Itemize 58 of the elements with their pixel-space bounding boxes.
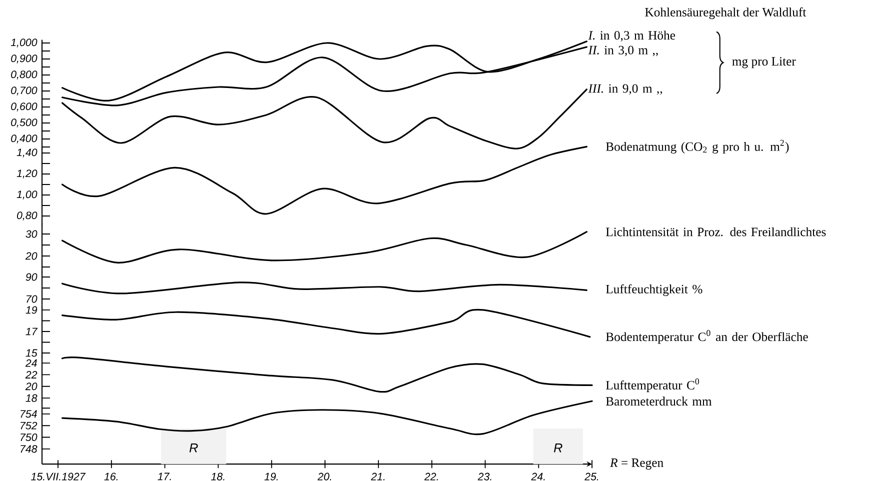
line-series — [62, 230, 588, 264]
y-tick-label: 22 — [25, 371, 38, 378]
y-tick-label: 20 — [25, 382, 38, 390]
y-tick-label: 0,700 — [11, 86, 38, 96]
x-tick-label: 24. — [531, 472, 545, 480]
y-tick-label: 20 — [25, 252, 38, 260]
x-tick-label: 16. — [104, 472, 118, 480]
series-label: Lichtintensität in Proz. des Freilandlichtes — [606, 227, 826, 236]
line-series — [62, 308, 591, 338]
y-tick-label: 0,600 — [11, 102, 38, 112]
x-tick-label: 18. — [211, 472, 224, 480]
y-tick-label: 1,20 — [16, 170, 38, 178]
x-tick-label: 20. — [318, 472, 332, 480]
series-label: Lufttemperatur C$^{0}$ — [606, 378, 700, 392]
x-tick-label: 19. — [264, 472, 278, 480]
y-tick-label: 0,800 — [11, 70, 38, 80]
y-tick-label: 17 — [26, 328, 38, 336]
y-axis-title: mg pro Liter — [732, 57, 796, 68]
y-tick-label: 90 — [26, 273, 38, 281]
line-series — [62, 400, 593, 436]
x-tick-label: 22. — [424, 472, 438, 480]
y-tick-label: 1,000 — [10, 38, 38, 48]
line-series — [62, 282, 588, 294]
series-label: Bodentemperatur C$^{0}$ an der Oberfläche — [606, 330, 808, 344]
y-tick-label: 18 — [26, 394, 38, 402]
y-tick-label: 1,00 — [16, 190, 38, 200]
y-tick-label: 70 — [26, 295, 38, 303]
x-tick-label: 25. — [584, 472, 598, 480]
y-tick-label: 19 — [26, 306, 38, 314]
line-series — [62, 88, 588, 150]
y-tick-label: 750 — [20, 434, 38, 442]
series-label: Barometerdruck mm — [606, 396, 712, 406]
series-label: II. in 3,0 m ,, — [588, 46, 658, 56]
band-label: R — [554, 444, 562, 452]
y-tick-label: 30 — [26, 230, 38, 238]
series-label: Luftfeuchtigkeit % — [606, 284, 702, 296]
series-label: Bodenatmung (CO$_{2}$ g pro h u. m$^{2}$) — [606, 140, 789, 154]
y-tick-label: 0,900 — [11, 54, 38, 64]
y-tick-label: 0,400 — [11, 134, 38, 144]
x-tick-label: 15.VII.1927 — [31, 472, 86, 480]
y-tick-label: 754 — [20, 410, 37, 418]
y-tick-label: 748 — [20, 445, 38, 453]
x-tick-label: 23. — [478, 472, 492, 480]
x-tick-label: 21. — [370, 472, 385, 480]
band-label: R — [189, 444, 198, 452]
y-tick-label: 0,80 — [17, 212, 38, 220]
line-series — [62, 146, 588, 215]
legend-title: Kohlensäuregehalt der Waldluft — [645, 7, 806, 20]
series-label: III. in 9,0 m ,, — [588, 84, 662, 95]
y-tick-label: 0,500 — [11, 118, 38, 128]
text: R = Regen — [610, 458, 664, 470]
y-tick-label: 752 — [20, 422, 38, 430]
y-tick-label: 24 — [25, 359, 37, 367]
series-label: I. in 0,3 m Höhe — [588, 30, 676, 42]
y-tick-label: 15 — [26, 349, 38, 357]
x-tick-label: 17. — [158, 472, 171, 480]
y-tick-label: 1,40 — [16, 148, 38, 158]
line-series — [62, 356, 593, 393]
